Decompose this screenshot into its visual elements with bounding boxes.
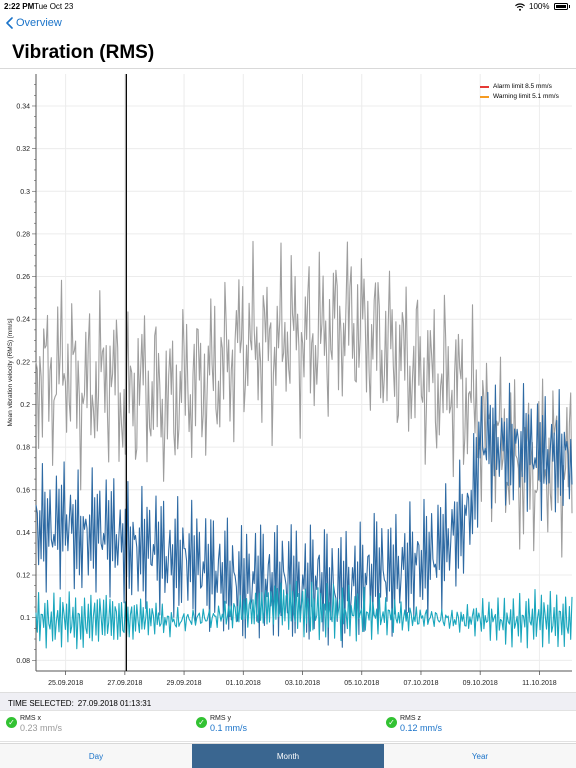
y-tick-label: 0.18 [16,445,30,452]
x-tick-label: 07.10.2018 [403,680,438,687]
readout-value: 0.12 mm/s [400,723,443,733]
series-line [35,382,573,648]
checkmark-icon: ✓ [196,717,207,728]
y-tick-label: 0.14 [16,530,30,537]
chevron-left-icon [6,17,13,29]
series-line [35,580,573,650]
legend-item-alarm: Alarm limit 8.5 mm/s [480,82,559,92]
y-tick-label: 0.26 [16,274,30,281]
y-tick-label: 0.1 [20,615,30,622]
vibration-chart[interactable]: 0.08 0.1 0.12 0.14 0.16 0.18 0.2 0.22 0.24 0.26 0.… [0,70,576,692]
segment-day[interactable]: Day [88,752,104,761]
y-tick-label: 0.08 [16,658,30,665]
legend-swatch-alarm [480,86,489,88]
status-date: Tue Oct 23 [34,2,74,11]
legend-label-alarm: Alarm limit 8.5 mm/s [493,83,552,90]
x-tick-label: 03.10.2018 [285,680,320,687]
segment-month[interactable]: Month [192,744,384,768]
y-tick-label: 0.24 [16,317,30,324]
chart-canvas[interactable]: 0.08 0.1 0.12 0.14 0.16 0.18 0.2 0.22 0.24 0.26 0.… [0,70,576,692]
time-selected-bar: TIME SELECTED: 27.09.2018 01:13:31 [0,692,576,710]
back-label: Overview [16,17,62,29]
y-tick-label: 0.12 [16,573,30,580]
readouts-row: ✓ RMS x 0.23 mm/s ✓ RMS y 0.1 mm/s ✓ RMS… [0,710,576,742]
status-right: 100% [515,2,570,11]
battery-percent: 100% [529,2,550,11]
wifi-icon [515,2,525,11]
time-selected-label: TIME SELECTED: [8,699,74,708]
y-tick-label: 0.28 [16,231,30,238]
readout-value: 0.23 mm/s [20,723,63,733]
readout-label: RMS z [400,715,421,722]
battery-icon [553,3,568,10]
status-bar: 2:22 PM Tue Oct 23 100% [0,0,576,14]
segment-year[interactable]: Year [471,752,489,761]
y-tick-label: 0.32 [16,146,30,153]
readout-rms-z[interactable]: ✓ RMS z 0.12 mm/s [386,715,442,733]
chart-legend: Alarm limit 8.5 mm/s Warning limit 5.1 m… [480,82,559,102]
x-tick-label: 09.10.2018 [463,680,498,687]
range-segmented-control: Day Month Year [0,743,576,768]
checkmark-icon: ✓ [386,717,397,728]
x-tick-label: 29.09.2018 [167,680,202,687]
time-selected-value: 27.09.2018 01:13:31 [77,699,152,708]
page-title: Vibration (RMS) [12,42,155,63]
x-tick-label: 27.09.2018 [107,680,142,687]
back-button[interactable]: Overview [6,17,62,29]
title-divider [0,68,576,69]
legend-item-warning: Warning limit 5.1 mm/s [480,92,559,102]
legend-swatch-warning [480,96,489,98]
x-tick-label: 11.10.2018 [522,680,557,687]
series-line [35,240,573,558]
readout-label: RMS y [210,715,231,722]
y-tick-label: 0.34 [16,103,30,110]
x-tick-label: 25.09.2018 [48,680,83,687]
status-time: 2:22 PM [4,2,35,11]
battery-tip [568,5,570,8]
checkmark-icon: ✓ [6,717,17,728]
legend-label-warning: Warning limit 5.1 mm/s [493,93,559,100]
y-axis-label: Mean vibration velocity (RMS) [mm/s] [7,318,14,426]
y-tick-label: 0.22 [16,359,30,366]
readout-rms-x[interactable]: ✓ RMS x 0.23 mm/s [6,715,62,733]
readout-label: RMS x [20,715,41,722]
y-tick-label: 0.16 [16,487,30,494]
x-tick-label: 01.10.2018 [226,680,261,687]
readout-value: 0.1 mm/s [210,723,248,733]
y-tick-label: 0.3 [20,189,30,196]
y-tick-label: 0.2 [20,402,30,409]
x-tick-label: 05.10.2018 [344,680,379,687]
readout-rms-y[interactable]: ✓ RMS y 0.1 mm/s [196,715,247,733]
